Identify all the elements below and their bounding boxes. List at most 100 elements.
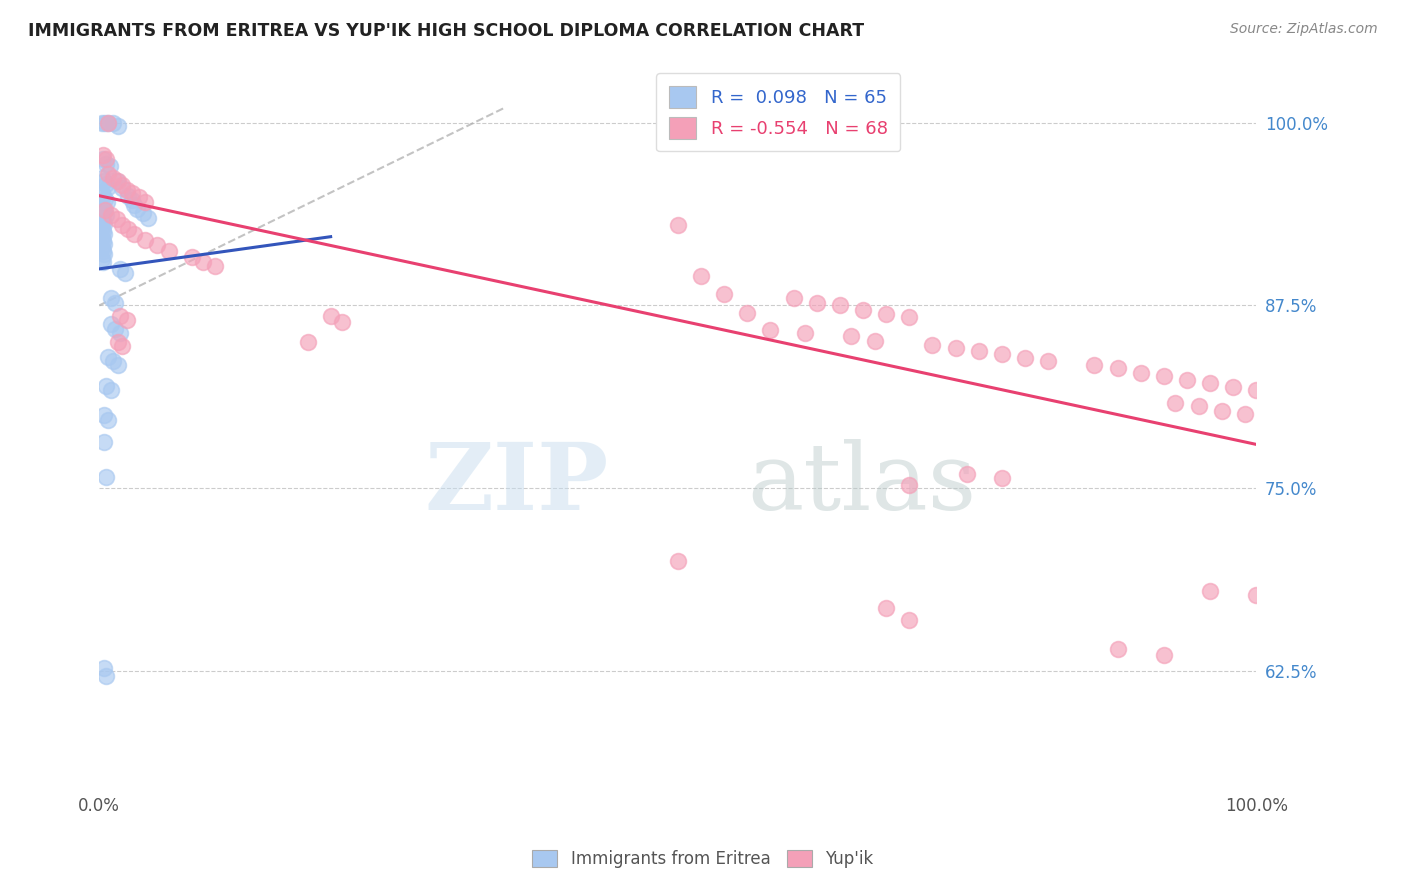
Point — [759, 323, 782, 337]
Point — [90, 211, 112, 225]
Point — [991, 471, 1014, 485]
Point — [101, 115, 124, 129]
Point — [1129, 366, 1152, 380]
Point — [852, 302, 875, 317]
Point — [98, 160, 121, 174]
Point — [136, 211, 159, 225]
Point — [90, 221, 112, 235]
Point — [108, 326, 131, 341]
Text: ZIP: ZIP — [425, 439, 609, 529]
Point — [122, 227, 145, 241]
Point — [875, 601, 897, 615]
Point — [97, 180, 120, 194]
Point — [991, 347, 1014, 361]
Point — [90, 199, 112, 213]
Point — [94, 192, 117, 206]
Point — [1233, 407, 1256, 421]
Point — [134, 233, 156, 247]
Point — [107, 359, 129, 373]
Point — [863, 334, 886, 348]
Point — [115, 313, 138, 327]
Point — [204, 259, 226, 273]
Point — [90, 231, 112, 245]
Point — [93, 174, 115, 188]
Point — [94, 208, 117, 222]
Point — [1164, 396, 1187, 410]
Point — [898, 310, 921, 325]
Point — [104, 295, 127, 310]
Point — [91, 234, 114, 248]
Point — [1107, 361, 1129, 376]
Point — [91, 224, 114, 238]
Legend: Immigrants from Eritrea, Yup'ik: Immigrants from Eritrea, Yup'ik — [526, 843, 880, 875]
Point — [94, 203, 117, 218]
Point — [91, 202, 114, 216]
Point — [100, 318, 122, 332]
Point — [90, 252, 112, 266]
Point — [1153, 648, 1175, 662]
Point — [94, 379, 117, 393]
Point — [146, 238, 169, 252]
Point — [157, 244, 180, 259]
Point — [1187, 400, 1209, 414]
Point — [921, 338, 943, 352]
Point — [94, 152, 117, 166]
Point — [115, 183, 138, 197]
Point — [94, 469, 117, 483]
Point — [111, 178, 134, 193]
Point — [794, 326, 817, 341]
Point — [97, 167, 120, 181]
Point — [319, 309, 342, 323]
Point — [330, 314, 353, 328]
Point — [105, 174, 128, 188]
Point — [1199, 376, 1222, 390]
Point — [666, 554, 689, 568]
Text: atlas: atlas — [747, 439, 977, 529]
Point — [1246, 384, 1268, 398]
Point — [97, 115, 120, 129]
Text: IMMIGRANTS FROM ERITREA VS YUP'IK HIGH SCHOOL DIPLOMA CORRELATION CHART: IMMIGRANTS FROM ERITREA VS YUP'IK HIGH S… — [28, 22, 865, 40]
Point — [690, 269, 713, 284]
Point — [128, 190, 150, 204]
Legend: R =  0.098   N = 65, R = -0.554   N = 68: R = 0.098 N = 65, R = -0.554 N = 68 — [657, 73, 900, 152]
Point — [134, 194, 156, 209]
Point — [111, 339, 134, 353]
Point — [93, 661, 115, 675]
Point — [111, 218, 134, 232]
Point — [104, 322, 127, 336]
Point — [828, 298, 851, 312]
Point — [193, 254, 215, 268]
Point — [782, 291, 804, 305]
Point — [97, 350, 120, 364]
Point — [101, 354, 124, 368]
Point — [1107, 642, 1129, 657]
Point — [117, 188, 139, 202]
Point — [100, 208, 122, 222]
Point — [666, 218, 689, 232]
Point — [91, 244, 114, 259]
Point — [1036, 354, 1059, 368]
Point — [91, 152, 114, 166]
Point — [1153, 368, 1175, 383]
Point — [96, 194, 118, 209]
Point — [93, 434, 115, 449]
Point — [107, 174, 129, 188]
Text: Source: ZipAtlas.com: Source: ZipAtlas.com — [1230, 22, 1378, 37]
Point — [875, 307, 897, 321]
Point — [101, 171, 124, 186]
Point — [898, 613, 921, 627]
Point — [806, 295, 828, 310]
Point — [1246, 588, 1268, 602]
Point — [111, 181, 134, 195]
Point — [180, 250, 202, 264]
Point — [107, 334, 129, 349]
Point — [105, 212, 128, 227]
Point — [93, 247, 115, 261]
Point — [91, 188, 114, 202]
Point — [945, 341, 967, 355]
Point — [1083, 359, 1105, 373]
Point — [93, 237, 115, 252]
Point — [94, 156, 117, 170]
Point — [121, 193, 143, 207]
Point — [713, 286, 735, 301]
